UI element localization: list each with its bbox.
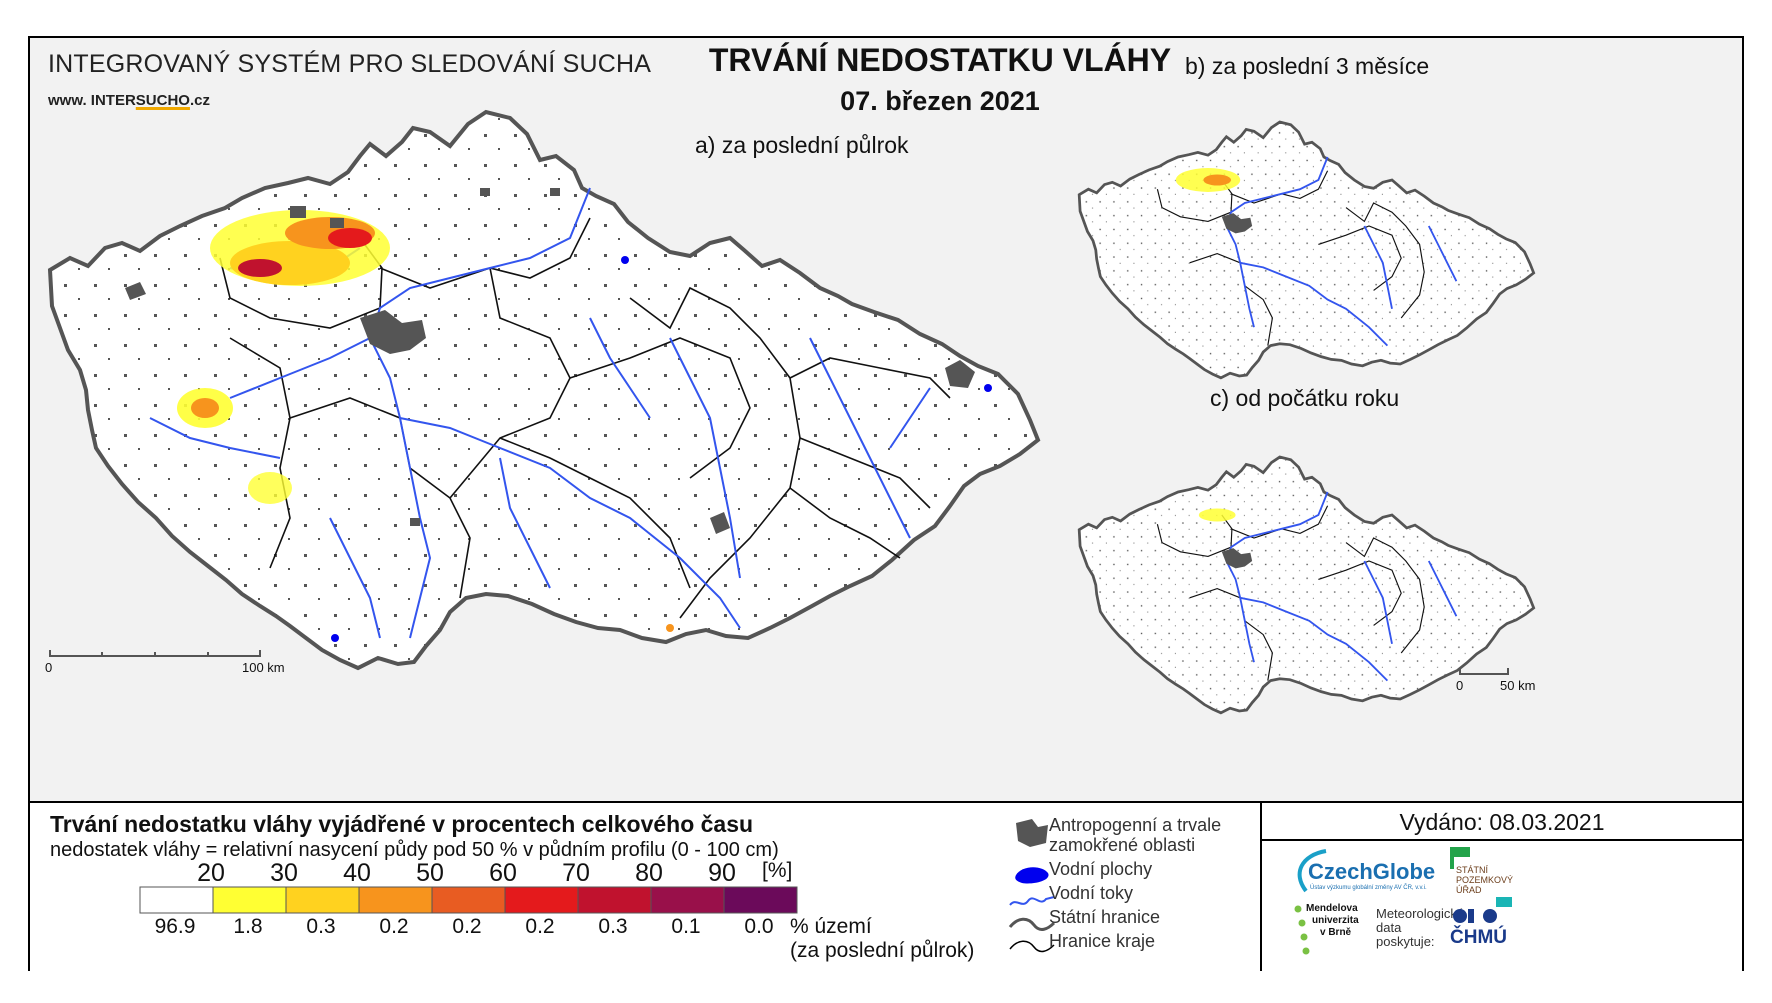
spu-flag-icon	[1450, 847, 1470, 869]
legend-panel: Trvání nedostatku vláhy vyjádřené v proc…	[30, 801, 1742, 973]
water-bodies-label: Vodní plochy	[1049, 859, 1153, 879]
main-drought-areas	[177, 210, 674, 632]
main-scale-end: 100 km	[242, 660, 285, 675]
system-name: INTEGROVANÝ SYSTÉM PRO SLEDOVÁNÍ SUCHA	[48, 50, 652, 78]
map-b-label: b) za poslední 3 měsíce	[1185, 53, 1430, 79]
chmu-symbol-icon	[1453, 909, 1497, 923]
page-title: TRVÁNÍ NEDOSTATKU VLÁHY	[708, 42, 1172, 78]
meteo-line1: Meteorologická	[1376, 906, 1465, 921]
spu-line3: ÚŘAD	[1456, 885, 1482, 895]
river-icon	[1009, 896, 1055, 906]
main-map	[48, 110, 1040, 670]
region-border-icon	[1009, 940, 1055, 953]
legend-tick: 50	[416, 859, 444, 887]
spu-line1: STÁTNÍ	[1456, 865, 1489, 875]
legend-color-class	[285, 886, 360, 914]
website-prefix: www. INTER	[48, 92, 136, 109]
spu-line2: POZEMKOVÝ	[1456, 875, 1514, 885]
region-border-label: Hranice kraje	[1049, 931, 1156, 951]
main-scale-start: 0	[45, 660, 53, 675]
legend-color-class	[650, 886, 725, 914]
main-urban-areas	[125, 188, 975, 534]
chmu-name: ČHMÚ	[1450, 927, 1507, 948]
legend-divider	[1260, 803, 1262, 971]
small-scale-end: 50 km	[1500, 678, 1536, 693]
czechglobe-swoosh-icon	[1297, 849, 1327, 893]
map-date: 07. březen 2021	[840, 86, 1040, 116]
share-label-1: % území	[790, 915, 872, 938]
czechglobe-sub: Ústav výzkumu globální změny AV ČR, v.v.…	[1310, 885, 1427, 891]
legend-tick: 60	[489, 859, 517, 887]
legend-share: 96.9	[154, 915, 196, 938]
legend-share: 0.0	[744, 915, 774, 938]
mendel-dots-icon	[1294, 905, 1310, 955]
urban-label-2: zamokřené oblasti	[1049, 835, 1196, 855]
legend-tick: 30	[270, 859, 298, 887]
main-water-bodies	[331, 256, 992, 642]
meteo-line3: poskytuje:	[1376, 934, 1435, 949]
legend-color-class	[212, 886, 287, 914]
small-scale-start: 0	[1456, 678, 1464, 693]
legend-tick: 70	[562, 859, 590, 887]
legend-tick: 90	[708, 859, 736, 887]
legend-share: 0.2	[452, 915, 482, 938]
water-body-icon	[1015, 867, 1049, 884]
legend-share: 0.2	[525, 915, 555, 938]
urban-area-icon	[1016, 819, 1048, 847]
legend-color-class	[431, 886, 506, 914]
issued-date: Vydáno: 08.03.2021	[1399, 809, 1605, 835]
legend-share: 0.2	[379, 915, 409, 938]
symbol-icons	[1008, 819, 1056, 953]
legend-color-class	[358, 886, 433, 914]
legend-unit: [%]	[762, 859, 793, 882]
map-frame: INTEGROVANÝ SYSTÉM PRO SLEDOVÁNÍ SUCHA w…	[28, 36, 1744, 973]
mendel-line1: Mendelova	[1306, 903, 1358, 914]
legend-color-class	[504, 886, 579, 914]
legend-tick: 80	[635, 859, 663, 887]
legend-tick: 20	[197, 859, 225, 887]
legend-subtitle: nedostatek vláhy = relativní nasycení pů…	[50, 839, 779, 861]
small-scale-bar	[1459, 668, 1509, 675]
website-link[interactable]: www. INTERSUCHO.cz	[48, 92, 210, 109]
legend-share: 1.8	[233, 915, 263, 938]
website-highlight: SUCHO	[135, 92, 190, 109]
map-c-label: c) od počátku roku	[1210, 385, 1400, 411]
map-b	[1077, 120, 1536, 380]
legend-color-bar	[139, 886, 798, 914]
legend-title: Trvání nedostatku vláhy vyjádřené v proc…	[50, 811, 754, 837]
share-label-2: (za poslední půlrok)	[790, 939, 975, 962]
legend-color-class	[577, 886, 652, 914]
legend-share: 0.3	[598, 915, 628, 938]
map-c	[1077, 455, 1536, 715]
website-suffix: .cz	[189, 92, 210, 109]
mendel-line3: v Brně	[1320, 927, 1352, 938]
maps-canvas	[48, 110, 1536, 715]
meteo-line2: data	[1376, 920, 1402, 935]
legend-tick: 40	[343, 859, 371, 887]
legend-color-class	[139, 886, 214, 914]
issued-divider	[1260, 839, 1742, 841]
state-border-icon	[1008, 917, 1056, 931]
main-scale-bar	[49, 650, 261, 657]
legend-color-class	[723, 886, 798, 914]
state-border-label: Státní hranice	[1049, 907, 1161, 927]
mendel-line2: univerzita	[1312, 915, 1359, 926]
spu-square-icon	[1496, 897, 1512, 907]
legend-share: 0.3	[306, 915, 336, 938]
legend-share: 0.1	[671, 915, 701, 938]
czechglobe-name: CzechGlobe	[1308, 859, 1436, 884]
main-map-label: a) za poslední půlrok	[695, 132, 909, 158]
rivers-label: Vodní toky	[1049, 883, 1134, 903]
urban-label-1: Antropogenní a trvale	[1049, 815, 1222, 835]
